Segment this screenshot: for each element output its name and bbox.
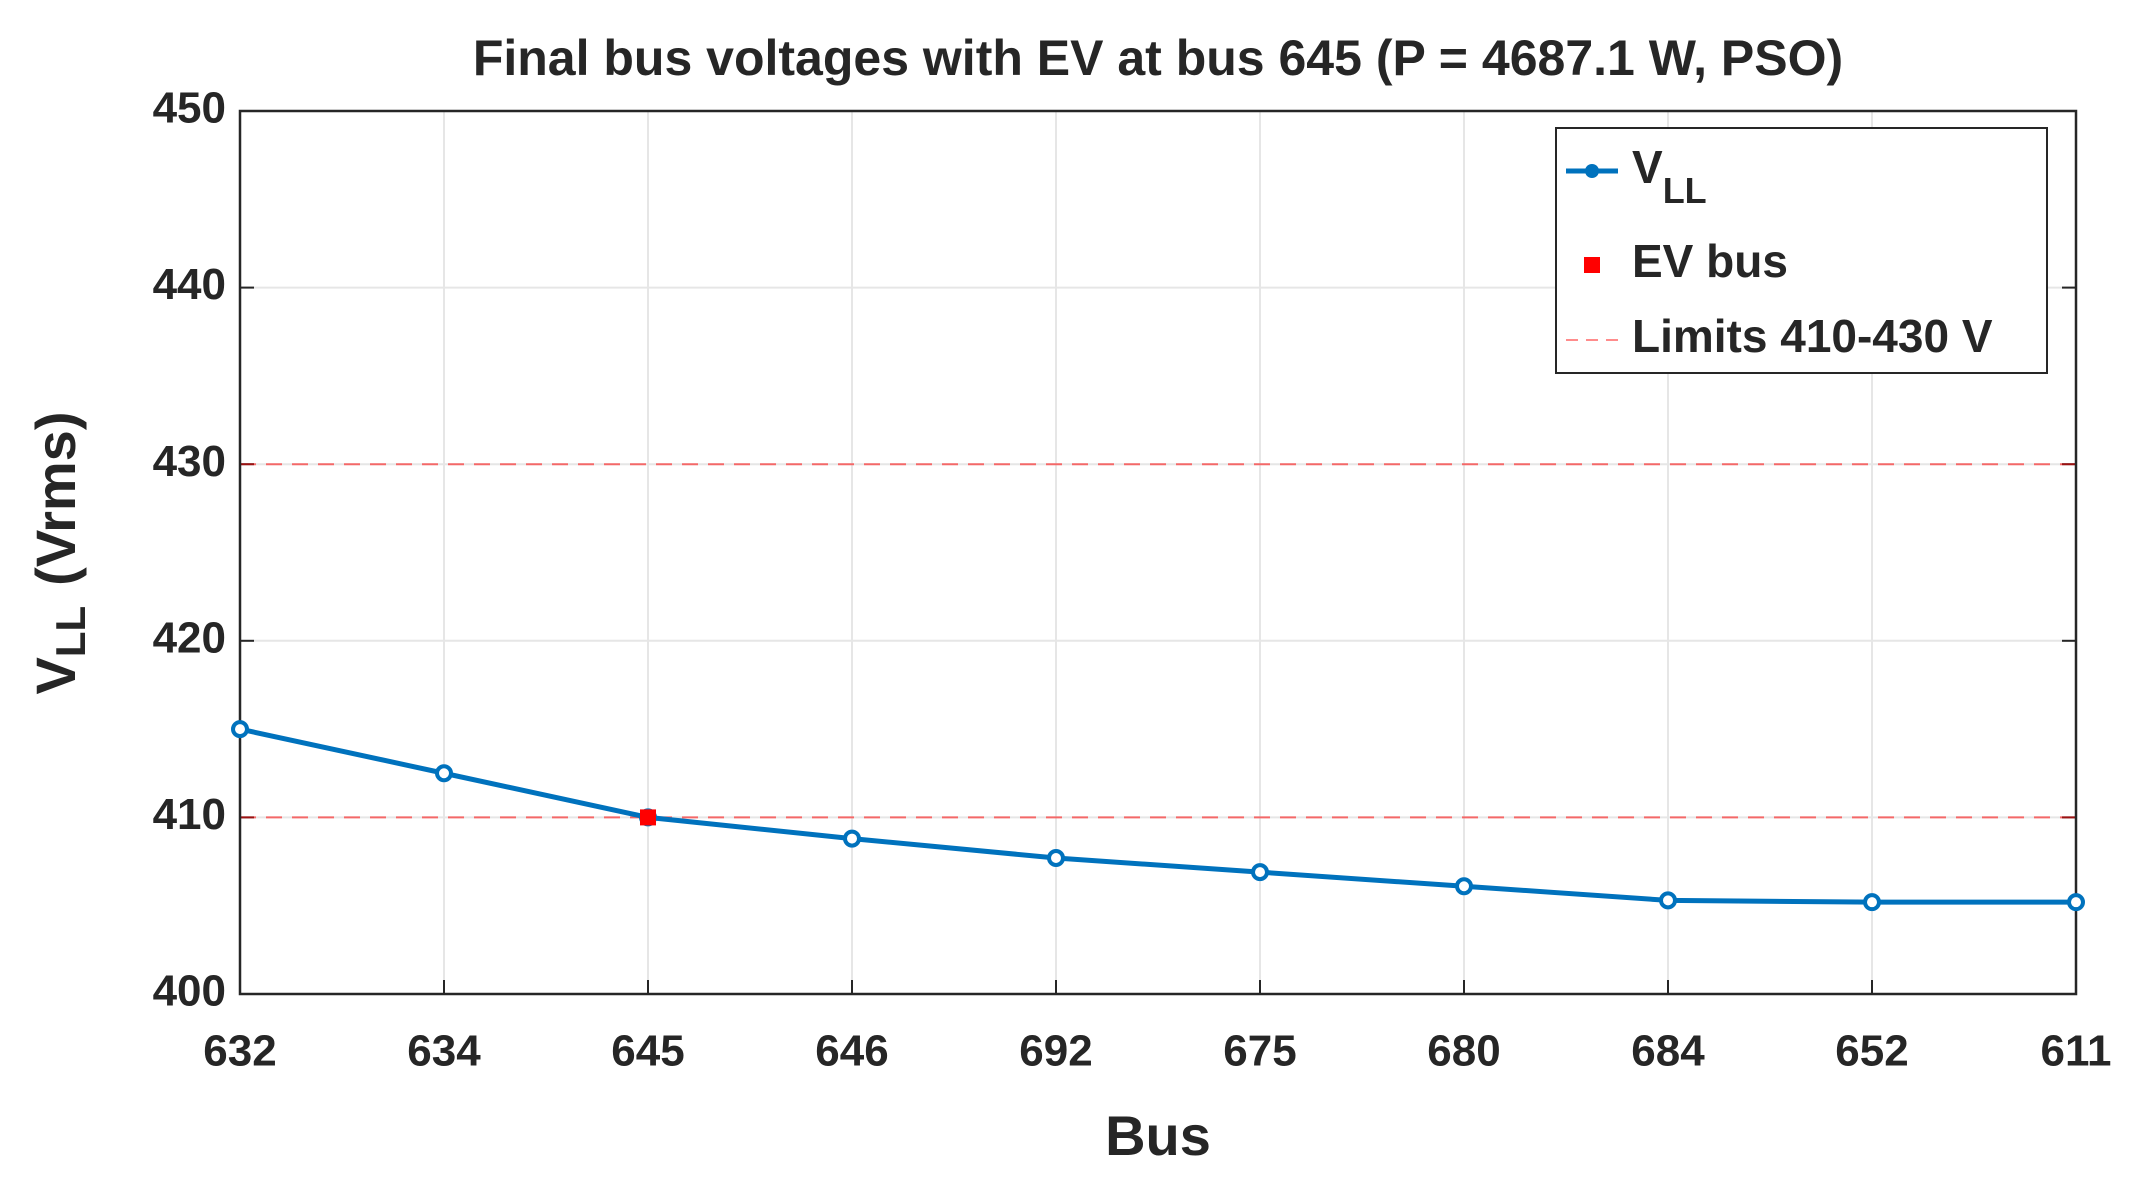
chart-title: Final bus voltages with EV at bus 645 (P… xyxy=(473,30,1843,86)
legend-label: Limits 410-430 V xyxy=(1632,310,1993,362)
point-marker xyxy=(1047,849,1065,868)
x-tick-label: 684 xyxy=(1631,1027,1705,1076)
y-tick-label: 410 xyxy=(153,790,226,839)
x-tick-label: 632 xyxy=(203,1027,276,1076)
point-marker xyxy=(231,720,249,739)
point-marker xyxy=(1455,877,1473,896)
legend-label-main: EV bus xyxy=(1632,235,1788,287)
legend-label-sub: LL xyxy=(1663,170,1707,211)
legend-label: VLL xyxy=(1632,141,1707,210)
point-marker xyxy=(1863,893,1881,912)
point-marker xyxy=(843,829,861,848)
y-label-unit: (Vrms) xyxy=(24,412,87,586)
x-tick-label: 652 xyxy=(1835,1027,1908,1076)
y-label-main: V xyxy=(24,657,87,694)
x-tick-label: 675 xyxy=(1223,1027,1296,1076)
x-tick-label: 680 xyxy=(1427,1027,1500,1076)
point-marker xyxy=(1659,891,1677,910)
y-tick-label: 420 xyxy=(153,613,226,662)
y-tick-label: 430 xyxy=(153,437,226,486)
x-tick-label: 645 xyxy=(611,1027,684,1076)
point-marker xyxy=(435,764,453,783)
y-label-sub: LL xyxy=(47,606,94,657)
x-tick-label: 692 xyxy=(1019,1027,1092,1076)
x-tick-label: 634 xyxy=(407,1027,481,1076)
legend-label: EV bus xyxy=(1632,235,1788,287)
axes-box xyxy=(238,109,2078,996)
y-axis-label: VLL (Vrms) xyxy=(24,412,94,695)
x-axis-label: Bus xyxy=(1105,1104,1211,1167)
y-tick-label: 400 xyxy=(153,967,226,1016)
legend-label-main: V xyxy=(1632,141,1663,193)
legend-marker xyxy=(1585,164,1599,178)
ev-marker xyxy=(640,809,656,826)
point-marker xyxy=(1251,863,1269,882)
x-tick-label: 611 xyxy=(2041,1027,2112,1076)
series-line xyxy=(239,726,2076,905)
point-marker xyxy=(2067,893,2085,912)
y-tick-label: 450 xyxy=(153,84,226,133)
legend-box xyxy=(1555,127,2048,374)
y-tick-label: 440 xyxy=(153,260,226,309)
x-tick-label: 646 xyxy=(815,1027,888,1076)
legend-marker xyxy=(1584,257,1600,273)
